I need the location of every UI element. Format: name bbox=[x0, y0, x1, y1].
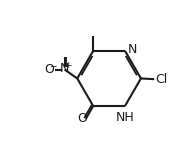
Text: +: + bbox=[64, 61, 72, 70]
Text: O: O bbox=[45, 63, 54, 76]
Text: N: N bbox=[128, 43, 137, 56]
Text: NH: NH bbox=[116, 111, 135, 124]
Text: −: − bbox=[49, 61, 57, 70]
Text: N: N bbox=[59, 62, 69, 75]
Text: O: O bbox=[77, 112, 87, 125]
Text: Cl: Cl bbox=[155, 73, 167, 86]
